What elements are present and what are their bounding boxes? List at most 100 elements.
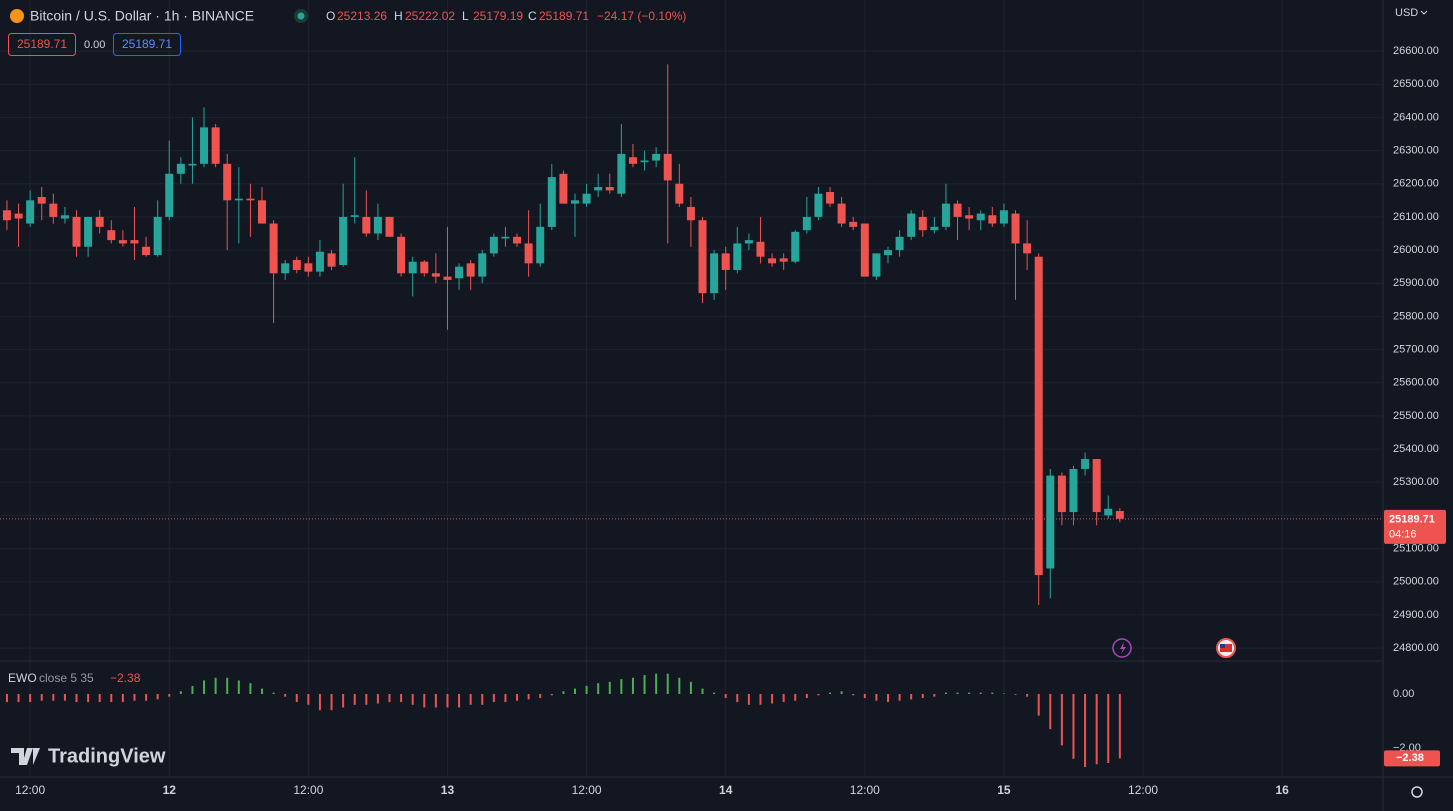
event-icon-bolt <box>1120 642 1126 654</box>
candle-body <box>744 240 753 244</box>
candle-body <box>733 243 742 270</box>
candle-body <box>466 263 475 277</box>
candle-body <box>628 157 637 164</box>
candle-body <box>1081 459 1090 469</box>
candle-body <box>802 216 811 231</box>
candle-body <box>872 253 881 277</box>
candle-body <box>1069 468 1078 513</box>
y-tick-label: 25300.00 <box>1393 476 1439 488</box>
candle-body <box>49 203 58 217</box>
candle-body <box>26 200 35 224</box>
sell-price[interactable]: 25189.71 <box>17 37 67 51</box>
candle-body <box>292 260 301 270</box>
buy-price[interactable]: 25189.71 <box>122 37 172 51</box>
candle-body <box>188 163 197 166</box>
candle-body <box>988 215 997 224</box>
sell-box[interactable] <box>8 33 76 56</box>
candle-body <box>72 216 81 247</box>
indicator-name: EWO <box>8 671 37 685</box>
flag-stripes <box>1220 644 1232 652</box>
candle-body <box>478 253 487 277</box>
legend-change: −24.17 (−0.10%) <box>597 9 686 23</box>
candle-body <box>536 226 545 264</box>
candle-body <box>779 258 788 262</box>
legend-value: 25213.26 <box>337 9 387 23</box>
candle-body <box>60 215 69 219</box>
candle-body <box>211 127 220 164</box>
candle-body <box>756 241 765 257</box>
dropdown-icon[interactable] <box>1420 10 1428 15</box>
candle-body <box>234 198 243 201</box>
candle-body <box>142 246 151 256</box>
candle-body <box>118 240 127 244</box>
candle-body <box>1046 475 1055 569</box>
candle-body <box>95 216 104 227</box>
market-status-dot <box>297 12 305 20</box>
candle-body <box>1104 508 1113 516</box>
candle-body <box>130 240 139 244</box>
x-tick-label: 12:00 <box>850 783 880 797</box>
candle-body <box>1023 243 1032 254</box>
candle-body <box>176 163 185 174</box>
labels: 24800.0024900.0025000.0025100.0025200.00… <box>15 45 1446 797</box>
candle-body <box>281 263 290 274</box>
candle-body <box>431 273 440 277</box>
candle-body <box>1057 475 1066 513</box>
candle-body <box>582 193 591 204</box>
candle-body <box>652 153 661 161</box>
legend-label: O <box>326 9 335 23</box>
y-tick-label: 25000.00 <box>1393 576 1439 588</box>
candle-body <box>14 213 23 219</box>
y-tick-label: 26400.00 <box>1393 111 1439 123</box>
candle-body <box>385 216 394 237</box>
candle-body <box>907 213 916 237</box>
y-tick-label: 25600.00 <box>1393 377 1439 389</box>
candle-body <box>965 215 974 219</box>
candle-body <box>918 216 927 231</box>
y-tick-label: 24900.00 <box>1393 609 1439 621</box>
indicator-tag-value: −2.38 <box>1396 752 1424 764</box>
candle-body <box>397 236 406 274</box>
candle-body <box>362 216 371 234</box>
currency-label[interactable]: USD <box>1395 7 1418 19</box>
candle-body <box>559 173 568 204</box>
candle-body <box>269 223 278 274</box>
candle-body <box>315 251 324 272</box>
y-tick-label: 25700.00 <box>1393 343 1439 355</box>
candle-body <box>617 153 626 194</box>
candle-body <box>721 253 730 270</box>
candle-body <box>443 276 452 280</box>
candle-body <box>327 253 336 267</box>
candle-body <box>826 192 835 204</box>
candle-body <box>1011 213 1020 244</box>
event-icon[interactable] <box>1112 638 1132 658</box>
watermark: TradingView <box>48 745 166 767</box>
x-tick-label: 14 <box>719 783 733 797</box>
legend-value: 25222.02 <box>405 9 455 23</box>
candle-body <box>814 193 823 217</box>
x-tick-label: 12:00 <box>1128 783 1158 797</box>
candle-body <box>768 258 777 264</box>
legend-label: L <box>462 9 469 23</box>
candle-body <box>999 210 1008 224</box>
y-tick-label: 25800.00 <box>1393 310 1439 322</box>
y-tick-label: 25400.00 <box>1393 443 1439 455</box>
candle-body <box>84 216 93 247</box>
candle-body <box>373 216 382 234</box>
indicator-value: −2.38 <box>110 671 141 685</box>
candle-body <box>594 187 603 191</box>
candle-body <box>941 203 950 227</box>
candle-body <box>408 261 417 274</box>
buy-box[interactable] <box>113 33 181 56</box>
candle-body <box>246 198 255 201</box>
candle-body <box>663 153 672 181</box>
legend-label: C <box>528 9 537 23</box>
y-tick-label: 26600.00 <box>1393 45 1439 57</box>
candle-body <box>2 210 11 221</box>
candle-body <box>223 163 232 201</box>
settings-icon[interactable] <box>1411 786 1423 798</box>
candle-body <box>455 266 464 279</box>
y-tick-label: 24800.00 <box>1393 642 1439 654</box>
